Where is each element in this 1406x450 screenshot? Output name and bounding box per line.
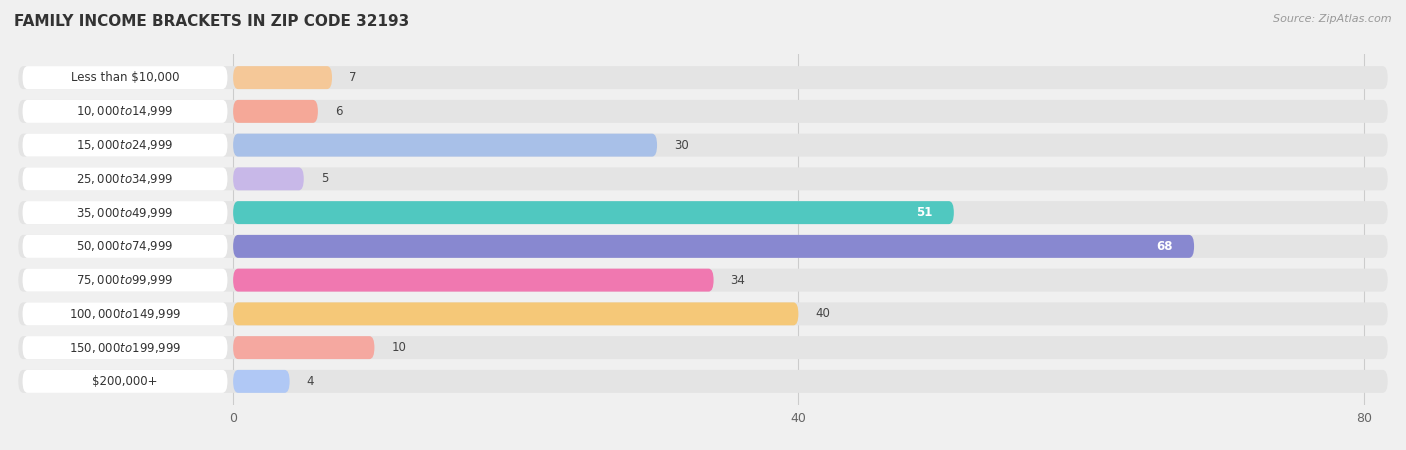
Text: 30: 30 xyxy=(673,139,689,152)
Text: $15,000 to $24,999: $15,000 to $24,999 xyxy=(76,138,174,152)
FancyBboxPatch shape xyxy=(18,302,1388,325)
FancyBboxPatch shape xyxy=(22,336,228,359)
FancyBboxPatch shape xyxy=(22,134,228,157)
FancyBboxPatch shape xyxy=(22,201,228,224)
Text: 68: 68 xyxy=(1156,240,1173,253)
Text: $10,000 to $14,999: $10,000 to $14,999 xyxy=(76,104,174,118)
FancyBboxPatch shape xyxy=(18,100,1388,123)
FancyBboxPatch shape xyxy=(22,66,228,89)
FancyBboxPatch shape xyxy=(18,370,1388,393)
FancyBboxPatch shape xyxy=(233,235,1194,258)
FancyBboxPatch shape xyxy=(233,370,290,393)
FancyBboxPatch shape xyxy=(22,100,228,123)
FancyBboxPatch shape xyxy=(233,100,318,123)
Text: $50,000 to $74,999: $50,000 to $74,999 xyxy=(76,239,174,253)
Text: $35,000 to $49,999: $35,000 to $49,999 xyxy=(76,206,174,220)
FancyBboxPatch shape xyxy=(22,370,228,393)
Text: 51: 51 xyxy=(917,206,932,219)
Text: 10: 10 xyxy=(391,341,406,354)
Text: $100,000 to $149,999: $100,000 to $149,999 xyxy=(69,307,181,321)
FancyBboxPatch shape xyxy=(18,167,1388,190)
FancyBboxPatch shape xyxy=(233,201,953,224)
FancyBboxPatch shape xyxy=(18,269,1388,292)
FancyBboxPatch shape xyxy=(18,336,1388,359)
Text: $75,000 to $99,999: $75,000 to $99,999 xyxy=(76,273,174,287)
Text: $150,000 to $199,999: $150,000 to $199,999 xyxy=(69,341,181,355)
Text: $200,000+: $200,000+ xyxy=(93,375,157,388)
Text: 34: 34 xyxy=(731,274,745,287)
FancyBboxPatch shape xyxy=(22,167,228,190)
FancyBboxPatch shape xyxy=(22,235,228,258)
FancyBboxPatch shape xyxy=(18,134,1388,157)
FancyBboxPatch shape xyxy=(233,336,374,359)
Text: 40: 40 xyxy=(815,307,830,320)
Text: 7: 7 xyxy=(349,71,357,84)
Text: FAMILY INCOME BRACKETS IN ZIP CODE 32193: FAMILY INCOME BRACKETS IN ZIP CODE 32193 xyxy=(14,14,409,28)
FancyBboxPatch shape xyxy=(233,167,304,190)
Text: Source: ZipAtlas.com: Source: ZipAtlas.com xyxy=(1274,14,1392,23)
FancyBboxPatch shape xyxy=(233,269,714,292)
Text: 5: 5 xyxy=(321,172,328,185)
Text: 4: 4 xyxy=(307,375,314,388)
FancyBboxPatch shape xyxy=(22,302,228,325)
Text: 6: 6 xyxy=(335,105,342,118)
FancyBboxPatch shape xyxy=(18,201,1388,224)
FancyBboxPatch shape xyxy=(18,235,1388,258)
FancyBboxPatch shape xyxy=(18,66,1388,89)
FancyBboxPatch shape xyxy=(22,269,228,292)
Text: $25,000 to $34,999: $25,000 to $34,999 xyxy=(76,172,174,186)
Text: Less than $10,000: Less than $10,000 xyxy=(70,71,179,84)
FancyBboxPatch shape xyxy=(233,66,332,89)
FancyBboxPatch shape xyxy=(233,134,657,157)
FancyBboxPatch shape xyxy=(233,302,799,325)
